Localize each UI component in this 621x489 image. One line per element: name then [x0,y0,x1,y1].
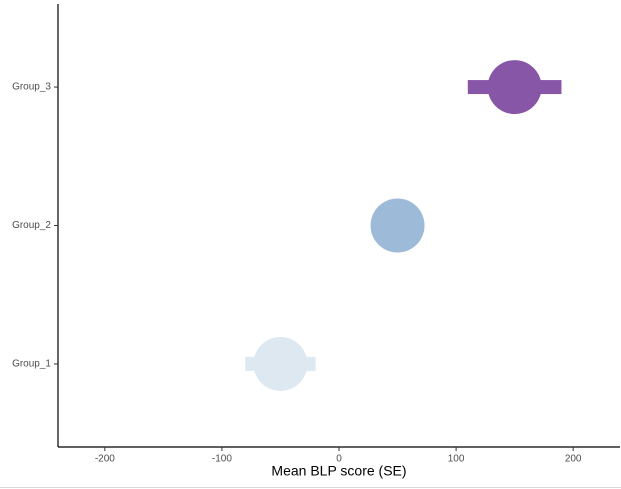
x-tick-label: 200 [565,454,582,465]
x-tick-label: 0 [336,454,342,465]
x-tick-label: -100 [212,454,232,465]
x-tick-label: 100 [448,454,465,465]
point [487,60,542,115]
y-tick-label: Group_1 [12,359,51,370]
x-axis-title: Mean BLP score (SE) [271,463,406,479]
point [370,198,425,253]
y-tick-label: Group_2 [12,220,51,231]
x-tick-label: -200 [95,454,115,465]
y-tick-label: Group_3 [12,82,51,93]
point [253,336,308,391]
